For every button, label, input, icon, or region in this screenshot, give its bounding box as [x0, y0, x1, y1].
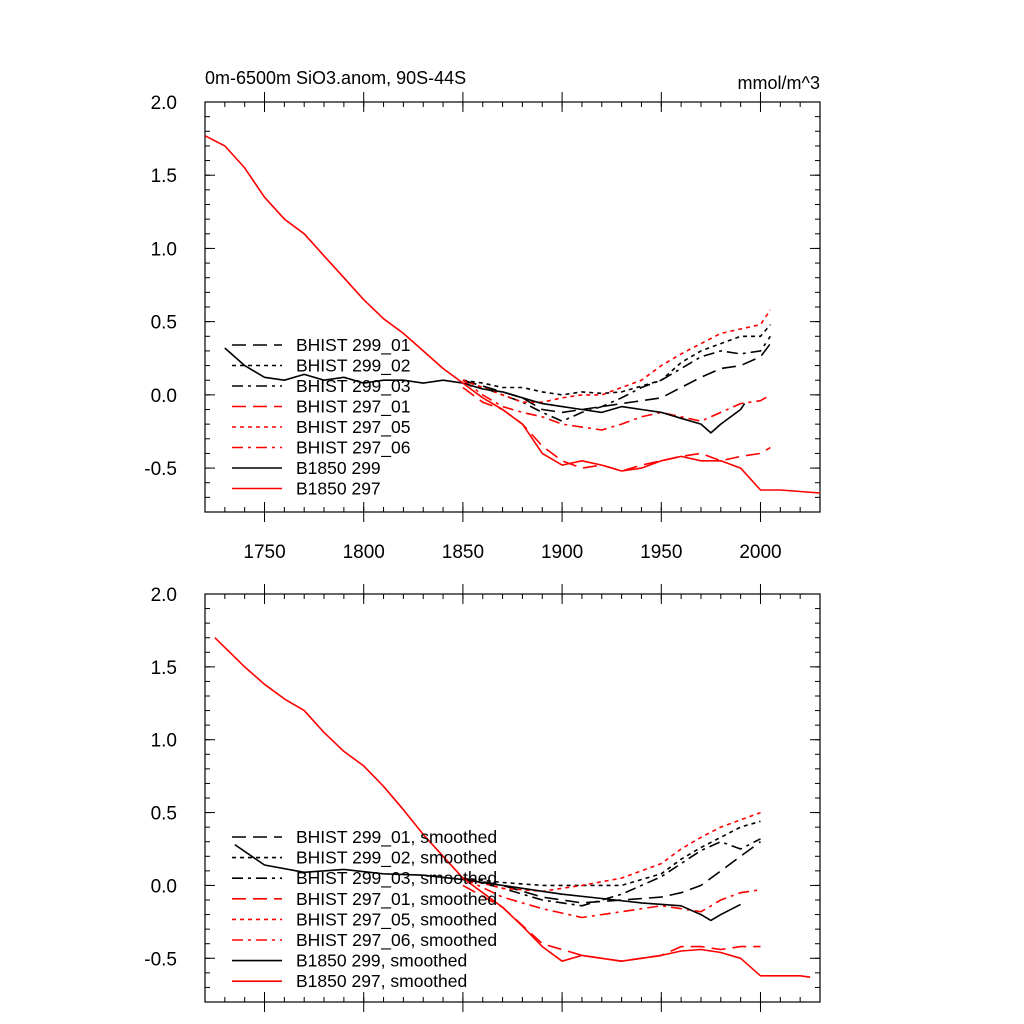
series-group — [205, 134, 820, 494]
y-tick-label: 2.0 — [151, 93, 177, 114]
series-line-7 — [224, 347, 746, 434]
x-tick-label: 1900 — [541, 542, 583, 563]
series-line-1 — [462, 841, 761, 904]
y-tick-label: 0.5 — [151, 313, 177, 334]
legend-label: BHIST 297_01, smoothed — [296, 889, 497, 910]
series-line-7 — [234, 843, 741, 922]
series-line-8 — [205, 134, 820, 494]
legend-label: BHIST 299_02, smoothed — [296, 848, 497, 869]
series-line-4 — [462, 386, 771, 472]
legend-label: B1850 299 — [296, 458, 381, 478]
legend-label: B1850 297 — [296, 479, 381, 499]
y-tick-label: -0.5 — [144, 949, 177, 970]
units-label: mmol/m^3 — [738, 73, 820, 93]
series-line-1 — [462, 343, 772, 414]
y-tick-label: 0.0 — [151, 386, 177, 407]
y-tick-label: 0.5 — [151, 804, 177, 825]
x-tick-label: 1850 — [442, 542, 484, 563]
y-tick-label: 1.5 — [151, 166, 177, 187]
legend-label: BHIST 299_01, smoothed — [296, 827, 497, 848]
x-tick-label: 1750 — [243, 542, 285, 563]
y-tick-label: 1.0 — [151, 239, 177, 260]
legend-label: BHIST 299_03 — [296, 376, 410, 397]
chart-2: 2.0 1.5 1.0 0.5 0.0 -0.5 BHIST 299_01, smoothe… — [144, 584, 821, 1012]
series-group — [214, 637, 811, 978]
series-line-5 — [462, 309, 772, 404]
series-line-5 — [462, 811, 761, 893]
legend-label: BHIST 297_06 — [296, 438, 410, 459]
y-tick-label: 0.0 — [151, 876, 177, 897]
y-tick-label: -0.5 — [144, 459, 177, 480]
y-tick-label: 2.0 — [151, 585, 177, 606]
series-line-6 — [462, 379, 771, 431]
series-line-3 — [462, 838, 761, 907]
legend-label: BHIST 297_01 — [296, 397, 410, 418]
legend-label: BHIST 299_02 — [296, 356, 410, 377]
legend-label: BHIST 299_03, smoothed — [296, 868, 497, 889]
x-tick-label: 1950 — [640, 542, 682, 563]
legend-label: B1850 299, smoothed — [296, 951, 467, 971]
chart-title: 0m-6500m SiO3.anom, 90S-44S — [205, 68, 466, 88]
series-line-8 — [214, 637, 811, 978]
legend-label: BHIST 299_01 — [296, 335, 410, 356]
y-tick-label: 1.0 — [151, 731, 177, 752]
legend-label: BHIST 297_05 — [296, 417, 410, 438]
x-tick-label: 1800 — [343, 542, 385, 563]
legend-label: B1850 297, smoothed — [296, 971, 467, 991]
series-line-2 — [462, 820, 761, 887]
x-tick-label: 2000 — [739, 542, 781, 563]
series-line-2 — [462, 324, 772, 396]
legend-label: BHIST 297_06, smoothed — [296, 930, 497, 951]
y-tick-label: 1.5 — [151, 658, 177, 679]
legend-label: BHIST 297_05, smoothed — [296, 909, 497, 930]
chart-1: 2.0 1.5 1.0 0.5 0.0 -0.5 1750 1800 1850 1900 1950 2… — [144, 68, 821, 563]
